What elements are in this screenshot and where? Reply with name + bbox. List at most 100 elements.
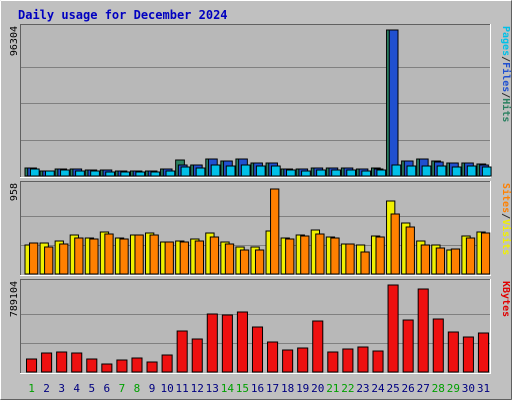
x-tick-label: 18: [281, 382, 294, 395]
bar-kbytes-7: [116, 359, 128, 373]
bar-visits-sites-24: [375, 236, 385, 275]
bar-kbytes-21: [327, 351, 339, 373]
bar-kbytes-17: [267, 341, 279, 373]
bar-kbytes-11: [176, 330, 188, 373]
bar-kbytes-12: [191, 338, 203, 373]
legend-entry: /: [500, 56, 511, 62]
bar-hits-pages-24: [376, 169, 387, 177]
bar-hits-pages-31: [481, 166, 492, 177]
x-tick-label: 14: [221, 382, 235, 395]
bar-visits-sites-25: [390, 213, 400, 275]
bar-hits-pages-29: [451, 166, 462, 177]
bar-kbytes-25: [387, 284, 399, 373]
bar-kbytes-24: [372, 350, 384, 373]
x-tick-label: 10: [160, 382, 173, 395]
bar-kbytes-13: [206, 313, 218, 373]
bar-hits-pages-7: [120, 171, 131, 177]
x-tick-label: 28: [432, 382, 445, 395]
max-label-kbytes: 789104: [9, 281, 20, 317]
max-label-hits: 96304: [9, 26, 20, 56]
bar-kbytes-22: [342, 348, 354, 373]
bar-visits-sites-2: [44, 246, 54, 275]
legend-entry: /: [500, 213, 511, 219]
x-tick-label: 16: [251, 382, 264, 395]
x-tick-label: 15: [236, 382, 249, 395]
x-tick-label: 29: [447, 382, 460, 395]
bar-visits-sites-31: [480, 232, 491, 275]
x-tick-label: 4: [73, 382, 80, 395]
bar-hits-pages-3: [60, 169, 70, 177]
bar-visits-sites-13: [209, 236, 220, 275]
bar-kbytes-18: [282, 349, 294, 373]
bar-visits-sites-29: [450, 248, 461, 275]
bar-visits-sites-17: [270, 188, 280, 275]
bar-hits-files-25: [388, 29, 399, 177]
bar-visits-sites-22: [345, 243, 355, 275]
bar-visits-sites-18: [285, 238, 295, 275]
bar-kbytes-10: [161, 354, 173, 373]
bar-kbytes-30: [462, 336, 474, 373]
legend-entry: Sites: [500, 183, 512, 213]
bar-hits-pages-17: [270, 165, 281, 177]
bar-kbytes-3: [56, 351, 68, 373]
bar-kbytes-1: [26, 358, 38, 373]
bar-visits-sites-23: [360, 251, 370, 275]
bar-hits-pages-1: [29, 168, 40, 177]
bar-hits-pages-25: [391, 164, 402, 177]
bar-hits-pages-14: [225, 165, 236, 177]
bar-visits-sites-15: [239, 249, 250, 275]
x-tick-label: 1: [28, 382, 35, 395]
bar-hits-pages-8: [135, 171, 146, 177]
bar-visits-sites-3: [59, 243, 69, 275]
legend-entry: Pages: [500, 26, 511, 56]
bar-hits-pages-6: [105, 171, 115, 177]
bar-visits-sites-11: [179, 241, 189, 275]
x-tick-label: 17: [266, 382, 279, 395]
x-tick-label: 12: [191, 382, 204, 395]
bar-kbytes-28: [432, 318, 444, 373]
panel-visits: 958 Sites/Visits: [9, 181, 512, 276]
bar-hits-pages-20: [316, 169, 326, 177]
x-tick-label: 26: [402, 382, 415, 395]
x-axis-labels: 1 2 3 4 5 6 7 8 9 10 11 12 13 14 15 16 17 18 19 20 21 22 23 24 2…: [28, 382, 490, 395]
x-tick-label: 24: [371, 382, 385, 395]
bar-visits-sites-7: [119, 238, 129, 275]
bar-hits-pages-18: [286, 169, 296, 177]
bar-kbytes-9: [146, 361, 158, 373]
bar-hits-pages-23: [361, 170, 372, 177]
bar-kbytes-5: [86, 358, 98, 373]
bar-visits-sites-30: [465, 237, 476, 275]
x-tick-label: 11: [176, 382, 189, 395]
x-tick-label: 2: [43, 382, 50, 395]
x-tick-label: 19: [296, 382, 309, 395]
bar-visits-sites-28: [435, 247, 446, 275]
bar-kbytes-15: [236, 311, 248, 373]
x-tick-label: 25: [386, 382, 399, 395]
bar-hits-pages-19: [301, 170, 311, 177]
x-tick-label: 30: [462, 382, 475, 395]
bar-hits-pages-11: [180, 166, 191, 177]
bar-visits-sites-20: [315, 233, 325, 275]
legend-visits: Sites/Visits: [500, 183, 512, 255]
legend-entry: Hits: [500, 98, 512, 122]
x-tick-label: 3: [58, 382, 65, 395]
bar-visits-sites-5: [89, 238, 99, 275]
bar-kbytes-8: [131, 357, 143, 373]
x-tick-label: 22: [341, 382, 354, 395]
bar-visits-sites-1: [29, 242, 39, 275]
bar-hits-pages-12: [195, 167, 206, 177]
bar-visits-sites-12: [194, 240, 205, 275]
panel-hits: 96304 Pages/Files/Hits: [9, 24, 512, 178]
x-tick-label: 20: [311, 382, 324, 395]
legend-entry: Files: [500, 62, 512, 92]
bar-hits-pages-10: [165, 170, 176, 177]
bar-kbytes-6: [101, 363, 113, 373]
bar-hits-pages-22: [346, 169, 357, 177]
chart-title: Daily usage for December 2024: [18, 8, 228, 22]
legend-entry: /: [500, 92, 511, 98]
bar-hits-pages-16: [255, 165, 266, 177]
bar-kbytes-2: [41, 352, 53, 373]
bar-visits-sites-6: [104, 233, 114, 275]
panel-kbytes: 789104 KBytes: [9, 279, 511, 374]
